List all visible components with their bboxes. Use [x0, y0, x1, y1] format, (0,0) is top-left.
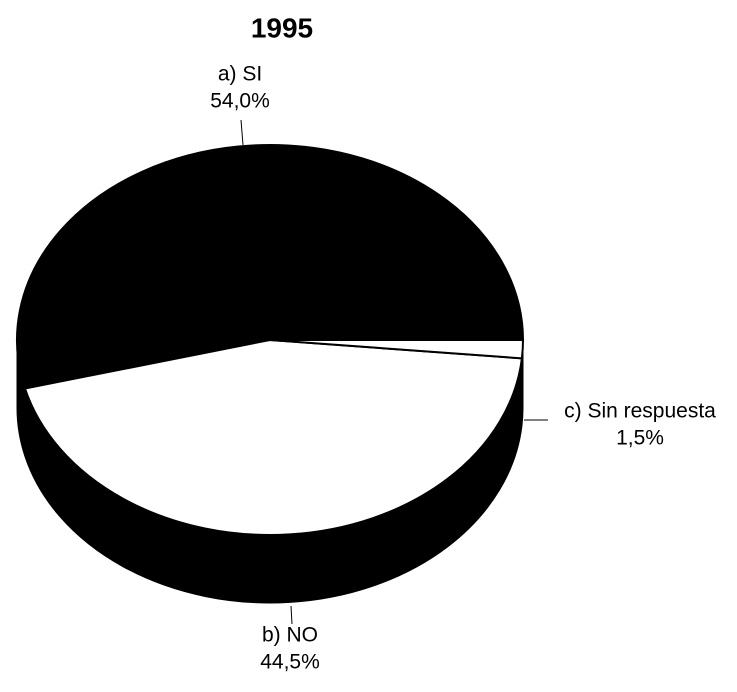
leader-line [240, 119, 244, 146]
pie-slice [16, 144, 525, 390]
leader-line [290, 605, 293, 625]
pie-slice [23, 338, 523, 536]
pie-slice [269, 339, 525, 360]
slice-value-label: 54,0% [210, 90, 270, 113]
slice-label: b) NO [262, 624, 318, 647]
slice-value-label: 44,5% [260, 651, 320, 674]
chart-title: 1995 [251, 12, 313, 43]
slice-label: a) SI [218, 63, 262, 86]
slice-value-label: 1,5% [616, 427, 664, 450]
slice-label: c) Sin respuesta [564, 400, 716, 423]
